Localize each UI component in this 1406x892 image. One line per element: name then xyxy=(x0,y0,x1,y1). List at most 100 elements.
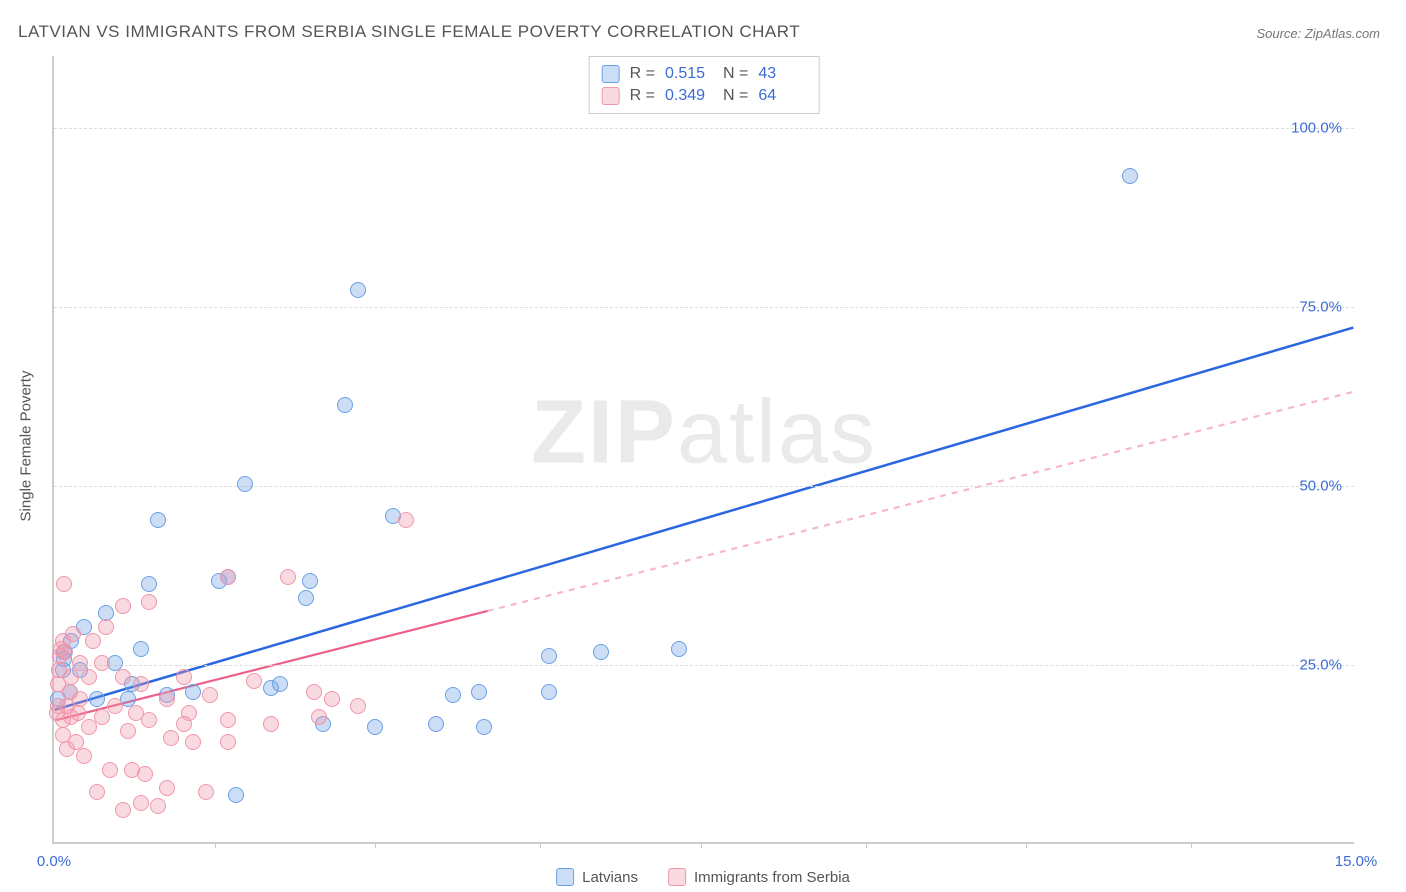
n-label: N = xyxy=(723,65,748,83)
scatter-point xyxy=(202,687,218,703)
xtick-label: 15.0% xyxy=(1335,853,1378,870)
scatter-point xyxy=(141,576,157,592)
scatter-point xyxy=(671,641,687,657)
scatter-point xyxy=(302,573,318,589)
swatch-blue xyxy=(556,868,574,886)
scatter-point xyxy=(237,476,253,492)
xtick-mark xyxy=(701,842,702,848)
bottom-legend: Latvians Immigrants from Serbia xyxy=(556,868,850,886)
scatter-point xyxy=(63,669,79,685)
xtick-mark xyxy=(1026,842,1027,848)
scatter-point xyxy=(280,569,296,585)
gridline xyxy=(54,665,1354,666)
n-value: 64 xyxy=(758,87,806,105)
scatter-point xyxy=(81,719,97,735)
scatter-point xyxy=(541,648,557,664)
scatter-point xyxy=(102,762,118,778)
ytick-label: 100.0% xyxy=(1291,119,1342,136)
scatter-point xyxy=(76,748,92,764)
scatter-point xyxy=(445,687,461,703)
scatter-point xyxy=(133,676,149,692)
scatter-point xyxy=(150,512,166,528)
watermark-bold: ZIP xyxy=(531,383,677,483)
xtick-mark xyxy=(215,842,216,848)
ytick-label: 50.0% xyxy=(1299,477,1342,494)
stats-legend: R = 0.515 N = 43 R = 0.349 N = 64 xyxy=(589,56,820,114)
scatter-point xyxy=(56,576,72,592)
xtick-label: 0.0% xyxy=(37,853,71,870)
scatter-point xyxy=(306,684,322,700)
scatter-point xyxy=(107,698,123,714)
scatter-point xyxy=(94,709,110,725)
stats-row: R = 0.515 N = 43 xyxy=(602,63,807,85)
scatter-point xyxy=(428,716,444,732)
swatch-pink xyxy=(668,868,686,886)
scatter-point xyxy=(246,673,262,689)
scatter-point xyxy=(70,705,86,721)
scatter-point xyxy=(263,716,279,732)
scatter-point xyxy=(220,712,236,728)
r-label: R = xyxy=(630,65,655,83)
scatter-point xyxy=(398,512,414,528)
scatter-point xyxy=(298,590,314,606)
xtick-mark xyxy=(866,842,867,848)
r-label: R = xyxy=(630,87,655,105)
scatter-point xyxy=(541,684,557,700)
stats-row: R = 0.349 N = 64 xyxy=(602,85,807,107)
scatter-point xyxy=(57,644,73,660)
scatter-point xyxy=(120,723,136,739)
scatter-point xyxy=(163,730,179,746)
scatter-point xyxy=(68,734,84,750)
xtick-mark xyxy=(375,842,376,848)
scatter-point xyxy=(593,644,609,660)
scatter-point xyxy=(89,784,105,800)
gridline xyxy=(54,307,1354,308)
legend-label: Latvians xyxy=(582,869,638,886)
scatter-point xyxy=(98,619,114,635)
source-attribution: Source: ZipAtlas.com xyxy=(1256,26,1380,41)
watermark-light: atlas xyxy=(677,383,877,483)
scatter-point xyxy=(220,734,236,750)
scatter-point xyxy=(476,719,492,735)
scatter-point xyxy=(367,719,383,735)
scatter-point xyxy=(115,669,131,685)
scatter-point xyxy=(185,734,201,750)
gridline xyxy=(54,128,1354,129)
scatter-point xyxy=(311,709,327,725)
chart-title: LATVIAN VS IMMIGRANTS FROM SERBIA SINGLE… xyxy=(18,22,800,42)
n-value: 43 xyxy=(758,65,806,83)
scatter-point xyxy=(150,798,166,814)
swatch-blue xyxy=(602,65,620,83)
scatter-point xyxy=(272,676,288,692)
scatter-point xyxy=(159,691,175,707)
legend-item: Latvians xyxy=(556,868,638,886)
r-value: 0.515 xyxy=(665,65,713,83)
scatter-point xyxy=(137,766,153,782)
r-value: 0.349 xyxy=(665,87,713,105)
scatter-point xyxy=(141,712,157,728)
chart-container: LATVIAN VS IMMIGRANTS FROM SERBIA SINGLE… xyxy=(0,0,1406,892)
trend-lines xyxy=(54,56,1354,842)
plot-area: ZIPatlas R = 0.515 N = 43 R = 0.349 N = … xyxy=(52,56,1354,844)
scatter-point xyxy=(176,669,192,685)
xtick-mark xyxy=(540,842,541,848)
scatter-point xyxy=(337,397,353,413)
scatter-point xyxy=(324,691,340,707)
scatter-point xyxy=(471,684,487,700)
scatter-point xyxy=(220,569,236,585)
scatter-point xyxy=(181,705,197,721)
scatter-point xyxy=(350,282,366,298)
n-label: N = xyxy=(723,87,748,105)
xtick-mark xyxy=(1191,842,1192,848)
scatter-point xyxy=(94,655,110,671)
scatter-point xyxy=(133,795,149,811)
scatter-point xyxy=(185,684,201,700)
ytick-label: 25.0% xyxy=(1299,656,1342,673)
scatter-point xyxy=(81,669,97,685)
swatch-pink xyxy=(602,87,620,105)
legend-label: Immigrants from Serbia xyxy=(694,869,850,886)
scatter-point xyxy=(198,784,214,800)
scatter-point xyxy=(159,780,175,796)
legend-item: Immigrants from Serbia xyxy=(668,868,850,886)
scatter-point xyxy=(1122,168,1138,184)
